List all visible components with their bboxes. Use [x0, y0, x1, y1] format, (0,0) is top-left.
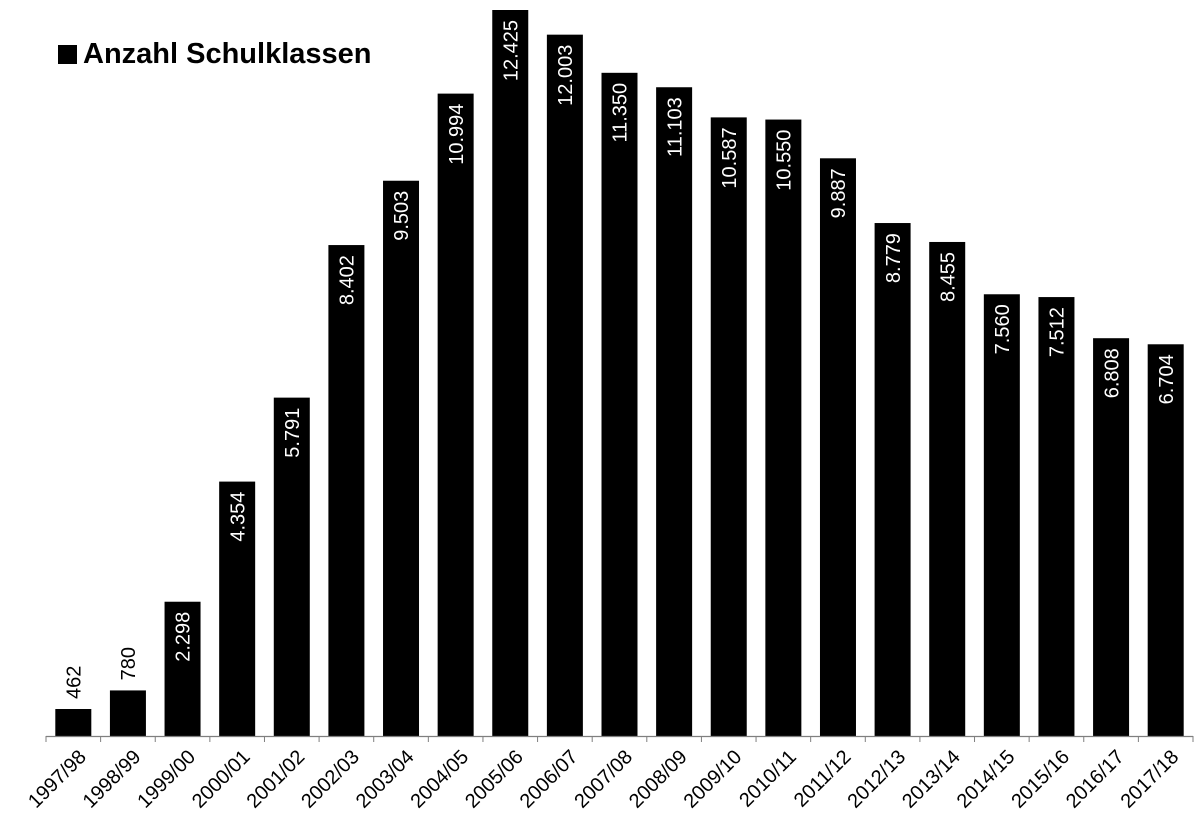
bar-2002-03	[328, 245, 365, 737]
bar-2006-07	[546, 34, 583, 736]
value-label-2003-04: 9.503	[391, 191, 413, 241]
bar-2017-18	[1147, 344, 1184, 736]
x-tick-label-2013-14: 2013/14	[898, 746, 965, 813]
x-tick-label-2005-06: 2005/06	[461, 746, 528, 813]
bar-2003-04	[383, 180, 420, 737]
x-tick-label-1998-99: 1998/99	[79, 746, 146, 813]
value-label-2017-18: 6.704	[1156, 354, 1178, 404]
value-label-1998-99: 780	[118, 647, 140, 680]
value-labels-group: 462 780 2.298 4.354 5.791 8.402 9.503 10.994 12.…	[64, 20, 1178, 699]
value-label-2016-17: 6.808	[1101, 348, 1123, 398]
bar-2008-09	[656, 87, 693, 736]
x-tick-label-2000-01: 2000/01	[188, 746, 255, 813]
bar-2004-05	[437, 93, 474, 737]
x-tick-label-2008-09: 2008/09	[625, 746, 692, 813]
value-label-2008-09: 11.103	[664, 97, 686, 157]
bar-2001-02	[273, 397, 310, 736]
value-label-2013-14: 8.455	[937, 252, 959, 302]
legend: Anzahl Schulklassen	[58, 38, 372, 71]
value-label-2004-05: 10.994	[446, 104, 468, 165]
bars-group	[55, 10, 1184, 737]
x-axis-tick-labels-group: 1997/981998/991999/002000/012001/022002/…	[24, 746, 1183, 813]
x-tick-label-2012-13: 2012/13	[843, 746, 910, 813]
bar-2005-06	[492, 10, 529, 736]
x-tick-label-2009-10: 2009/10	[680, 746, 747, 813]
bar-1998-99	[109, 690, 146, 736]
legend-label: Anzahl Schulklassen	[83, 38, 372, 70]
value-label-2002-03: 8.402	[337, 255, 359, 305]
x-tick-label-2006-07: 2006/07	[516, 746, 583, 813]
x-tick-label-2017-18: 2017/18	[1117, 746, 1184, 813]
bar-2007-08	[601, 72, 638, 737]
value-label-2010-11: 10.550	[774, 130, 796, 191]
x-tick-label-2003-04: 2003/04	[352, 746, 419, 813]
value-label-2005-06: 12.425	[500, 20, 522, 81]
value-label-2006-07: 12.003	[555, 45, 577, 106]
bar-2014-15	[983, 294, 1020, 736]
value-label-2001-02: 5.791	[282, 408, 304, 458]
x-tick-label-2016-17: 2016/17	[1062, 746, 1129, 813]
bar-1999-00	[164, 601, 201, 736]
bar-2012-13	[874, 223, 911, 736]
value-label-2014-15: 7.560	[992, 304, 1014, 354]
value-label-1997-98: 462	[64, 666, 86, 699]
bar-1997-98	[55, 709, 92, 736]
value-label-2015-16: 7.512	[1047, 307, 1069, 357]
value-label-2000-01: 4.354	[227, 492, 249, 542]
value-label-1999-00: 2.298	[173, 612, 195, 662]
x-tick-label-2007-08: 2007/08	[570, 746, 637, 813]
x-axis-ticks-group	[45, 736, 1194, 742]
bar-2015-16	[1038, 297, 1075, 736]
legend-swatch	[58, 45, 77, 64]
x-tick-label-2010-11: 2010/11	[735, 746, 801, 812]
x-tick-label-1997-98: 1997/98	[24, 746, 91, 813]
value-label-2011-12: 9.887	[828, 168, 850, 218]
x-tick-label-2001-02: 2001/02	[243, 746, 310, 813]
x-tick-label-1999-00: 1999/00	[133, 746, 200, 813]
bar-2016-17	[1093, 338, 1130, 736]
bar-2009-10	[710, 117, 747, 737]
x-tick-label-2004-05: 2004/05	[407, 746, 474, 813]
value-label-2012-13: 8.779	[883, 233, 905, 283]
x-tick-label-2011-12: 2011/12	[790, 746, 856, 812]
bar-2013-14	[929, 241, 966, 736]
x-tick-label-2015-16: 2015/16	[1007, 746, 1074, 813]
x-tick-label-2014-15: 2014/15	[953, 746, 1020, 813]
x-tick-label-2002-03: 2002/03	[297, 746, 364, 813]
value-label-2009-10: 10.587	[719, 127, 741, 188]
bar-2010-11	[765, 119, 802, 736]
value-label-2007-08: 11.350	[610, 83, 632, 143]
bar-2000-01	[219, 481, 256, 736]
bar-2011-12	[819, 158, 856, 736]
